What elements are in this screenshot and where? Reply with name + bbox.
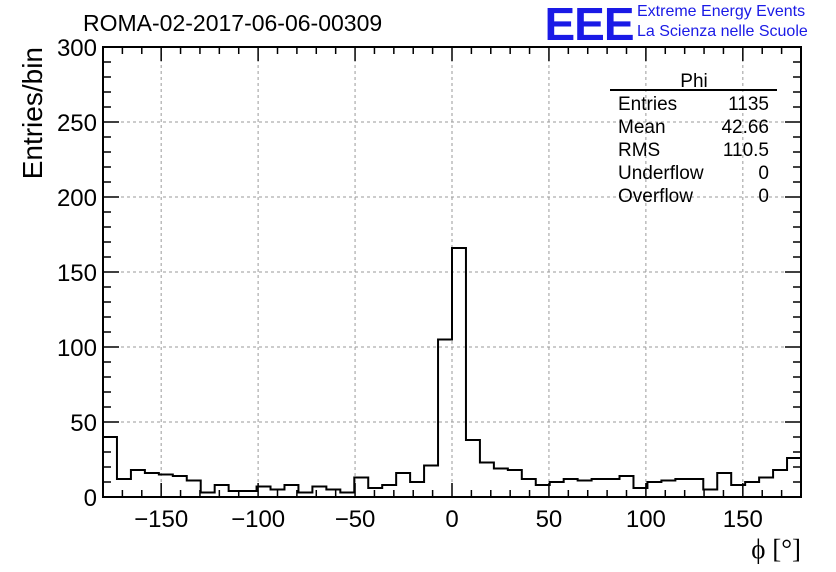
- logo-line-2: La Scienza nelle Scuole: [637, 23, 808, 40]
- y-tick-labels: 0 50 100 150 200 250 300: [57, 35, 97, 512]
- eee-logo-text: Extreme Energy Events La Scienza nelle S…: [637, 2, 808, 42]
- y-tick-label: 300: [57, 35, 97, 62]
- plot-title: ROMA-02-2017-06-06-00309: [83, 10, 383, 36]
- x-tick-label: 150: [723, 506, 763, 533]
- eee-logo-letters: EEE: [544, 0, 633, 44]
- stats-value: 1135: [728, 94, 769, 115]
- x-tick-label: 0: [445, 506, 458, 533]
- y-tick-label: 0: [84, 485, 97, 512]
- y-tick-label: 100: [57, 335, 97, 362]
- x-tick-label: −150: [134, 506, 188, 533]
- logo-line-1: Extreme Energy Events: [637, 3, 806, 20]
- stats-value: 0: [758, 163, 769, 184]
- stats-box-name: Phi: [680, 71, 707, 92]
- stats-label: Mean: [618, 117, 666, 138]
- stats-value: 110.5: [723, 140, 769, 161]
- stats-label: Overflow: [618, 186, 693, 207]
- y-tick-label: 250: [57, 110, 97, 137]
- stats-box: Phi Entries 1135 Mean 42.66 RMS 110.5 Underflo…: [610, 71, 777, 207]
- x-tick-labels: −150 −100 −50 0 50 100 150: [134, 506, 763, 533]
- x-tick-label: 50: [536, 506, 563, 533]
- plot-frame: [102, 46, 802, 498]
- stats-label: Underflow: [618, 163, 704, 184]
- stats-value: 42.66: [721, 117, 769, 138]
- x-axis-label: ϕ [°]: [751, 534, 801, 564]
- y-tick-label: 200: [57, 185, 97, 212]
- stats-label: Entries: [618, 94, 677, 115]
- x-tick-label: −50: [335, 506, 376, 533]
- stats-value: 0: [758, 186, 769, 207]
- y-tick-label: 50: [70, 410, 97, 437]
- y-tick-label: 150: [57, 260, 97, 287]
- stats-label: RMS: [618, 140, 660, 161]
- eee-logo: EEE: [544, 0, 634, 44]
- histogram-step-line: [102, 247, 802, 497]
- y-axis-label: Entries/bin: [17, 47, 48, 179]
- x-tick-label: −100: [231, 506, 285, 533]
- x-tick-label: 100: [626, 506, 666, 533]
